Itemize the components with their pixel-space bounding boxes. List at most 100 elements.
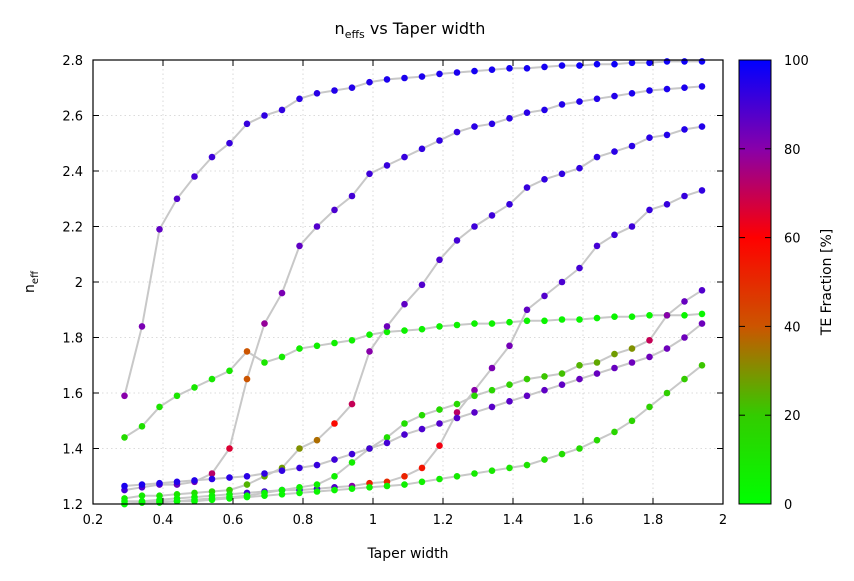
data-point	[698, 320, 706, 327]
data-point	[138, 423, 146, 430]
colorbar	[738, 59, 772, 505]
data-point	[453, 473, 461, 480]
data-point	[261, 359, 268, 366]
data-point	[383, 76, 391, 83]
data-point	[471, 223, 478, 230]
data-point	[628, 359, 636, 366]
series-line-mode-6	[124, 289, 703, 505]
data-point	[611, 364, 618, 372]
data-point	[401, 420, 408, 427]
data-point	[663, 389, 671, 397]
data-point	[191, 173, 198, 180]
data-point	[541, 456, 548, 463]
data-point	[453, 400, 461, 408]
data-point	[558, 381, 566, 389]
data-point	[523, 392, 531, 400]
data-point	[121, 392, 128, 400]
x-tick-label: 1.4	[503, 513, 524, 528]
data-point	[541, 292, 548, 300]
data-point	[296, 95, 303, 103]
data-point	[558, 278, 566, 286]
data-point	[121, 482, 128, 490]
data-point	[453, 409, 461, 416]
data-point	[681, 298, 688, 305]
series-line-mode-8	[124, 364, 703, 505]
data-point	[226, 495, 233, 502]
data-point	[646, 87, 653, 94]
data-point	[663, 312, 671, 319]
data-point	[208, 475, 216, 483]
data-point	[541, 386, 548, 394]
data-point	[471, 409, 478, 416]
data-point	[278, 353, 286, 361]
data-point	[523, 461, 531, 469]
data-point	[576, 164, 583, 172]
data-point	[173, 392, 181, 400]
data-point	[611, 60, 618, 68]
x-tick-label: 0.6	[223, 513, 244, 528]
data-point	[593, 359, 601, 366]
data-point	[418, 145, 426, 153]
data-point	[138, 492, 146, 500]
data-point	[436, 70, 443, 78]
data-point	[593, 370, 601, 377]
data-point	[401, 431, 408, 438]
data-point	[348, 84, 356, 91]
x-tick-label: 1.8	[643, 513, 664, 528]
data-point	[418, 325, 426, 333]
data-point	[576, 362, 583, 369]
data-point	[348, 192, 356, 200]
data-point	[506, 381, 513, 389]
data-point	[523, 375, 531, 383]
data-point	[418, 73, 426, 80]
data-point	[646, 312, 653, 319]
data-point	[488, 364, 496, 372]
data-point	[506, 398, 513, 405]
data-point	[628, 223, 636, 230]
data-point	[401, 300, 408, 308]
data-point	[523, 306, 531, 314]
data-point	[611, 428, 618, 436]
x-tick-label: 2	[719, 513, 727, 528]
data-point	[506, 65, 513, 72]
data-point	[418, 281, 426, 289]
data-point	[611, 92, 618, 100]
colorbar-tick-label: 80	[784, 143, 801, 158]
data-point	[296, 445, 303, 452]
data-point	[646, 403, 653, 411]
y-tick-label: 1.6	[62, 387, 83, 402]
data-point	[593, 436, 601, 444]
data-point	[313, 342, 321, 350]
data-point	[313, 488, 321, 495]
data-point	[156, 499, 163, 506]
data-point	[646, 206, 653, 214]
data-point	[558, 370, 566, 377]
data-point	[243, 348, 251, 355]
data-point	[488, 120, 496, 128]
data-point	[558, 316, 566, 323]
data-point	[471, 320, 478, 327]
data-point	[366, 348, 373, 355]
data-point	[208, 375, 216, 383]
data-point	[558, 450, 566, 458]
data-point	[698, 310, 706, 318]
data-point	[681, 375, 688, 383]
data-point	[331, 473, 338, 480]
data-point	[191, 497, 198, 505]
data-point	[313, 223, 321, 230]
data-point	[296, 464, 303, 472]
data-point	[156, 226, 163, 233]
data-point	[488, 66, 496, 73]
data-point	[506, 318, 513, 326]
data-point	[208, 153, 216, 161]
data-point	[208, 496, 216, 504]
data-point	[698, 287, 706, 294]
data-point	[628, 345, 636, 352]
data-point	[471, 470, 478, 477]
data-point	[261, 320, 268, 327]
data-point	[383, 434, 391, 441]
data-point	[646, 134, 653, 141]
data-point	[418, 411, 426, 419]
data-point	[348, 337, 356, 344]
data-point	[383, 162, 391, 169]
